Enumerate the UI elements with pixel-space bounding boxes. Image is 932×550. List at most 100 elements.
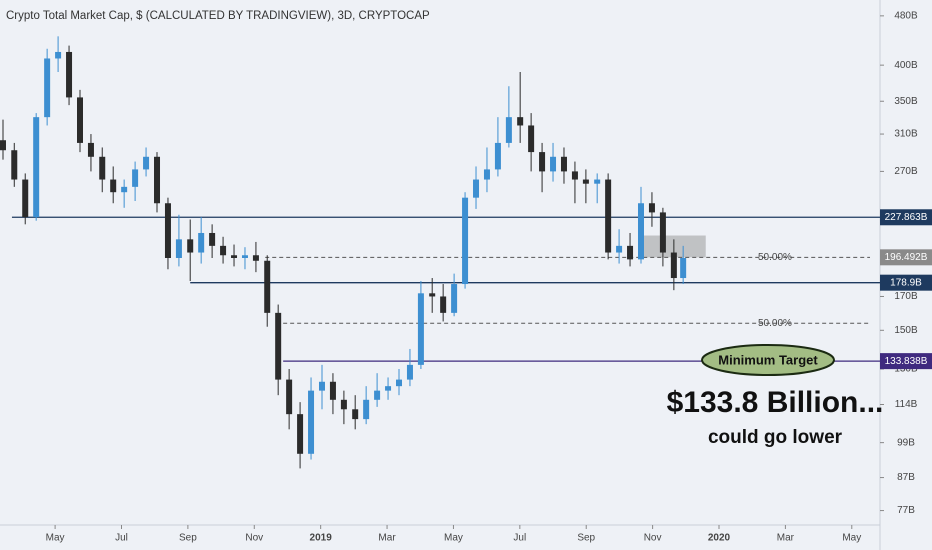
- candle-body: [505, 117, 512, 143]
- x-tick-label: May: [842, 533, 861, 544]
- candle-body: [87, 142, 94, 157]
- candle-body: [494, 142, 501, 170]
- candle-body: [517, 117, 524, 126]
- candle-body: [582, 179, 589, 184]
- candle-body: [406, 364, 413, 380]
- candle-body: [187, 239, 194, 253]
- candle-body: [275, 312, 282, 380]
- x-tick-label: Sep: [577, 533, 595, 544]
- y-tick-label: 350B: [894, 96, 918, 107]
- x-tick-label: Mar: [777, 533, 795, 544]
- candle-body: [198, 232, 205, 253]
- badge: [701, 344, 835, 376]
- x-tick-label: Nov: [245, 533, 263, 544]
- candle-body: [571, 171, 578, 180]
- candle-body: [209, 232, 216, 246]
- y-tick-label: 400B: [894, 60, 918, 71]
- candle-body: [385, 386, 392, 391]
- candle-body: [340, 399, 347, 410]
- candle-body: [308, 390, 315, 454]
- fib-label: 50.00%: [758, 318, 792, 329]
- candle-body: [143, 156, 150, 170]
- candle-body: [22, 179, 29, 218]
- x-tick-label: Nov: [644, 533, 662, 544]
- candle-body: [175, 239, 182, 258]
- y-tick-label: 87B: [897, 472, 915, 483]
- candle-body: [550, 156, 557, 172]
- candle-body: [648, 203, 655, 213]
- candle-body: [659, 212, 666, 253]
- candle-body: [560, 156, 567, 172]
- candle-body: [44, 58, 51, 118]
- badge-text: Minimum Target: [718, 352, 818, 367]
- candle-body: [396, 379, 403, 387]
- candle-body: [637, 203, 644, 260]
- y-tick-label: 170B: [894, 291, 918, 302]
- candle-body: [352, 409, 359, 420]
- fib-label: 50.00%: [758, 252, 792, 263]
- candle-body: [241, 255, 248, 258]
- x-tick-label: Sep: [179, 533, 197, 544]
- candle-body: [605, 179, 612, 253]
- candle-body: [66, 51, 73, 98]
- x-tick-label: Jul: [115, 533, 128, 544]
- candle-body: [616, 245, 623, 253]
- candle-body: [264, 260, 271, 313]
- candle-body: [0, 140, 6, 151]
- candle-body: [99, 156, 106, 180]
- price-tag: [880, 274, 932, 291]
- candle-body: [297, 414, 304, 454]
- price-tag: [880, 353, 932, 370]
- candle-body: [220, 245, 227, 256]
- candle-body: [11, 150, 18, 180]
- price-tag-label: 227.863B: [885, 212, 928, 223]
- candle-body: [670, 252, 677, 279]
- candle-body: [286, 379, 293, 415]
- x-tick-label: 2019: [310, 533, 333, 544]
- candle-body: [473, 179, 480, 198]
- x-tick-label: Jul: [513, 533, 526, 544]
- y-tick-label: 480B: [894, 10, 918, 21]
- candle-body: [329, 381, 336, 400]
- candle-body: [451, 284, 458, 313]
- candle-body: [77, 97, 83, 143]
- y-tick-label: 77B: [897, 505, 915, 516]
- candle-body: [110, 179, 117, 193]
- candle-body: [164, 203, 171, 258]
- x-tick-label: May: [444, 533, 463, 544]
- x-tick-label: May: [46, 533, 65, 544]
- candle-body: [539, 152, 546, 172]
- price-tag-label: 133.838B: [885, 356, 928, 367]
- candle-body: [33, 117, 40, 218]
- candle-body: [121, 186, 128, 193]
- subline: could go lower: [708, 427, 843, 448]
- candle-body: [462, 197, 469, 285]
- y-tick-label: 270B: [894, 166, 918, 177]
- candle-body: [252, 255, 259, 261]
- candle-body: [594, 179, 601, 184]
- candle-body: [627, 245, 634, 260]
- candle-body: [417, 293, 424, 365]
- candle-body: [374, 390, 381, 400]
- price-tag: [880, 209, 932, 226]
- x-tick-label: 2020: [708, 533, 731, 544]
- price-tag-label: 178.9B: [890, 277, 922, 288]
- candle-body: [55, 51, 62, 59]
- candle-body: [680, 257, 687, 279]
- candle-body: [132, 169, 139, 187]
- price-tag: [880, 249, 932, 266]
- candle-body: [154, 156, 161, 204]
- headline: $133.8 Billion...: [667, 386, 884, 419]
- zone-box: [639, 235, 706, 258]
- y-tick-label: 150B: [894, 325, 918, 336]
- candle-body: [429, 293, 436, 297]
- y-tick-label: 310B: [894, 129, 918, 140]
- candle-body: [483, 169, 490, 180]
- x-tick-label: Mar: [378, 533, 396, 544]
- candle-body: [318, 381, 325, 391]
- y-tick-label: 114B: [895, 399, 918, 410]
- candle-body: [440, 296, 447, 313]
- price-tag-label: 196.492B: [885, 252, 928, 263]
- y-tick-label: 99B: [897, 437, 915, 448]
